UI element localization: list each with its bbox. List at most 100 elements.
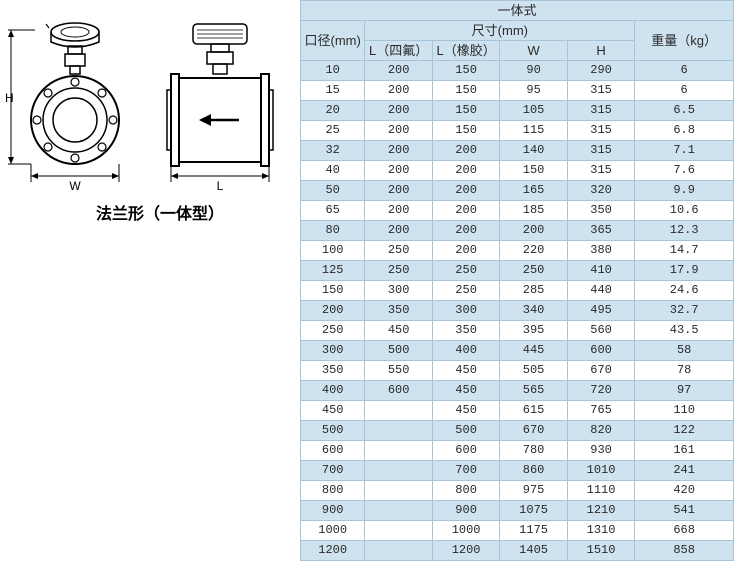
cell-dia: 1200 xyxy=(301,541,365,561)
cell-wt: 6.8 xyxy=(635,121,734,141)
cell-h: 495 xyxy=(567,301,634,321)
cell-dia: 15 xyxy=(301,81,365,101)
cell-w: 200 xyxy=(500,221,567,241)
cell-wt: 668 xyxy=(635,521,734,541)
cell-dia: 800 xyxy=(301,481,365,501)
cell-w: 90 xyxy=(500,61,567,81)
cell-l2: 450 xyxy=(432,361,499,381)
cell-w: 285 xyxy=(500,281,567,301)
cell-w: 185 xyxy=(500,201,567,221)
cell-w: 220 xyxy=(500,241,567,261)
cell-l1 xyxy=(365,401,432,421)
cell-l2: 200 xyxy=(432,141,499,161)
cell-dia: 250 xyxy=(301,321,365,341)
cell-wt: 110 xyxy=(635,401,734,421)
cell-h: 315 xyxy=(567,141,634,161)
cell-h: 720 xyxy=(567,381,634,401)
cell-w: 340 xyxy=(500,301,567,321)
cell-wt: 420 xyxy=(635,481,734,501)
cell-wt: 58 xyxy=(635,341,734,361)
cell-dia: 40 xyxy=(301,161,365,181)
cell-h: 315 xyxy=(567,81,634,101)
cell-dia: 1000 xyxy=(301,521,365,541)
cell-l2: 200 xyxy=(432,161,499,181)
cell-wt: 161 xyxy=(635,441,734,461)
cell-h: 365 xyxy=(567,221,634,241)
cell-l1 xyxy=(365,481,432,501)
cell-w: 150 xyxy=(500,161,567,181)
cell-l1: 200 xyxy=(365,141,432,161)
cell-l1 xyxy=(365,541,432,561)
cell-l1: 600 xyxy=(365,381,432,401)
cell-l2: 1000 xyxy=(432,521,499,541)
cell-l1 xyxy=(365,421,432,441)
cell-dia: 200 xyxy=(301,301,365,321)
table-row: 252001501153156.8 xyxy=(301,121,734,141)
table-row: 500500670820122 xyxy=(301,421,734,441)
cell-h: 1010 xyxy=(567,461,634,481)
cell-wt: 24.6 xyxy=(635,281,734,301)
header-dimensions: 尺寸(mm) xyxy=(365,21,635,41)
table-row: 402002001503157.6 xyxy=(301,161,734,181)
table-row: 600600780930161 xyxy=(301,441,734,461)
cell-l1: 200 xyxy=(365,101,432,121)
cell-h: 380 xyxy=(567,241,634,261)
cell-l2: 300 xyxy=(432,301,499,321)
table-row: 30050040044560058 xyxy=(301,341,734,361)
cell-l1: 450 xyxy=(365,321,432,341)
cell-dia: 80 xyxy=(301,221,365,241)
cell-w: 115 xyxy=(500,121,567,141)
table-row: 40060045056572097 xyxy=(301,381,734,401)
cell-l2: 350 xyxy=(432,321,499,341)
cell-h: 1110 xyxy=(567,481,634,501)
cell-h: 410 xyxy=(567,261,634,281)
cell-wt: 9.9 xyxy=(635,181,734,201)
table-row: 25045035039556043.5 xyxy=(301,321,734,341)
cell-wt: 14.7 xyxy=(635,241,734,261)
table-row: 12525025025041017.9 xyxy=(301,261,734,281)
cell-dia: 350 xyxy=(301,361,365,381)
table-row: 10025020022038014.7 xyxy=(301,241,734,261)
table-row: 6520020018535010.6 xyxy=(301,201,734,221)
cell-wt: 858 xyxy=(635,541,734,561)
cell-wt: 10.6 xyxy=(635,201,734,221)
cell-wt: 78 xyxy=(635,361,734,381)
table-row: 8008009751110420 xyxy=(301,481,734,501)
cell-l1: 200 xyxy=(365,81,432,101)
table-row: 90090010751210541 xyxy=(301,501,734,521)
cell-dia: 50 xyxy=(301,181,365,201)
cell-h: 315 xyxy=(567,101,634,121)
cell-l2: 150 xyxy=(432,81,499,101)
table-row: 20035030034049532.7 xyxy=(301,301,734,321)
cell-l1: 250 xyxy=(365,241,432,261)
cell-l2: 450 xyxy=(432,381,499,401)
cell-h: 560 xyxy=(567,321,634,341)
cell-l2: 900 xyxy=(432,501,499,521)
cell-w: 140 xyxy=(500,141,567,161)
cell-dia: 600 xyxy=(301,441,365,461)
cell-w: 1175 xyxy=(500,521,567,541)
cell-l2: 800 xyxy=(432,481,499,501)
cell-l1: 200 xyxy=(365,161,432,181)
cell-wt: 241 xyxy=(635,461,734,481)
cell-dia: 500 xyxy=(301,421,365,441)
cell-w: 445 xyxy=(500,341,567,361)
flange-diagram: W H xyxy=(5,10,295,190)
cell-h: 765 xyxy=(567,401,634,421)
cell-w: 1405 xyxy=(500,541,567,561)
cell-l2: 200 xyxy=(432,221,499,241)
cell-dia: 32 xyxy=(301,141,365,161)
cell-h: 315 xyxy=(567,121,634,141)
table-row: 35055045050567078 xyxy=(301,361,734,381)
cell-w: 615 xyxy=(500,401,567,421)
cell-dia: 700 xyxy=(301,461,365,481)
cell-w: 505 xyxy=(500,361,567,381)
cell-l1 xyxy=(365,441,432,461)
cell-l2: 250 xyxy=(432,281,499,301)
cell-l1 xyxy=(365,461,432,481)
cell-l1: 300 xyxy=(365,281,432,301)
cell-l1: 350 xyxy=(365,301,432,321)
cell-l2: 1200 xyxy=(432,541,499,561)
cell-w: 95 xyxy=(500,81,567,101)
cell-dia: 20 xyxy=(301,101,365,121)
